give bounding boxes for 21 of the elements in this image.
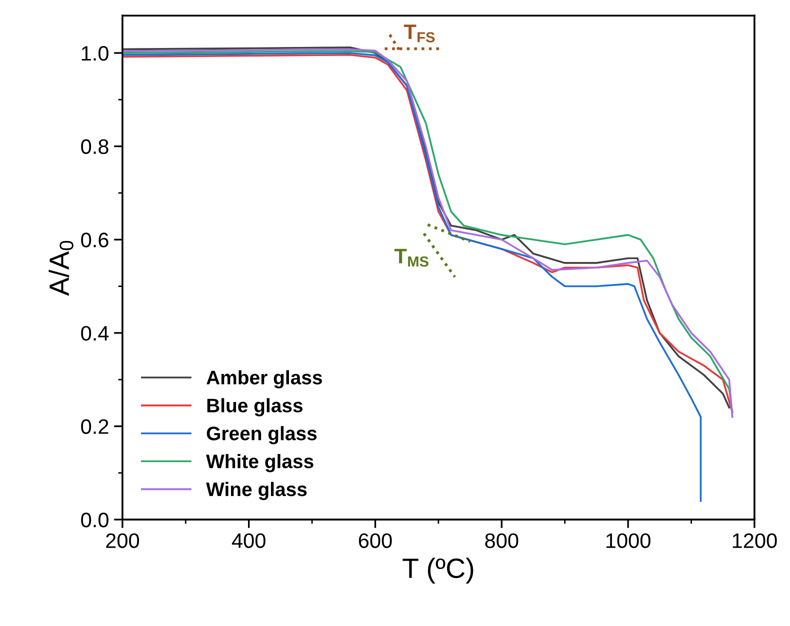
annotation: T$_{FS}$ [404, 24, 435, 42]
annotation: T$_{MS}$ [394, 248, 428, 267]
y-tick-label: 0.4 [81, 326, 109, 341]
legend-label: Blue glass [207, 398, 303, 416]
y-tick-label: 0.2 [81, 419, 108, 434]
x-tick-label: 1000 [606, 533, 650, 548]
legend-label: Wine glass [206, 482, 307, 500]
x-tick-label: 400 [232, 533, 266, 548]
y-tick-label: 0.0 [81, 512, 108, 528]
y-axis-title: A/A$_{0}$ [48, 240, 74, 296]
x-tick-label: 200 [106, 533, 140, 548]
x-tick-label: 800 [485, 533, 518, 548]
legend-label: White glass [206, 454, 314, 472]
x-axis-title: T (ºC) [402, 558, 474, 584]
legend-label: Green glass [206, 426, 317, 444]
x-tick-label: 600 [358, 533, 392, 548]
x-tick-label: 1200 [732, 533, 777, 548]
y-tick-label: 0.6 [81, 232, 108, 248]
y-tick-label: 0.8 [81, 139, 108, 154]
legend-label: Amber glass [206, 370, 322, 388]
y-tick-label: 1.0 [82, 46, 108, 61]
